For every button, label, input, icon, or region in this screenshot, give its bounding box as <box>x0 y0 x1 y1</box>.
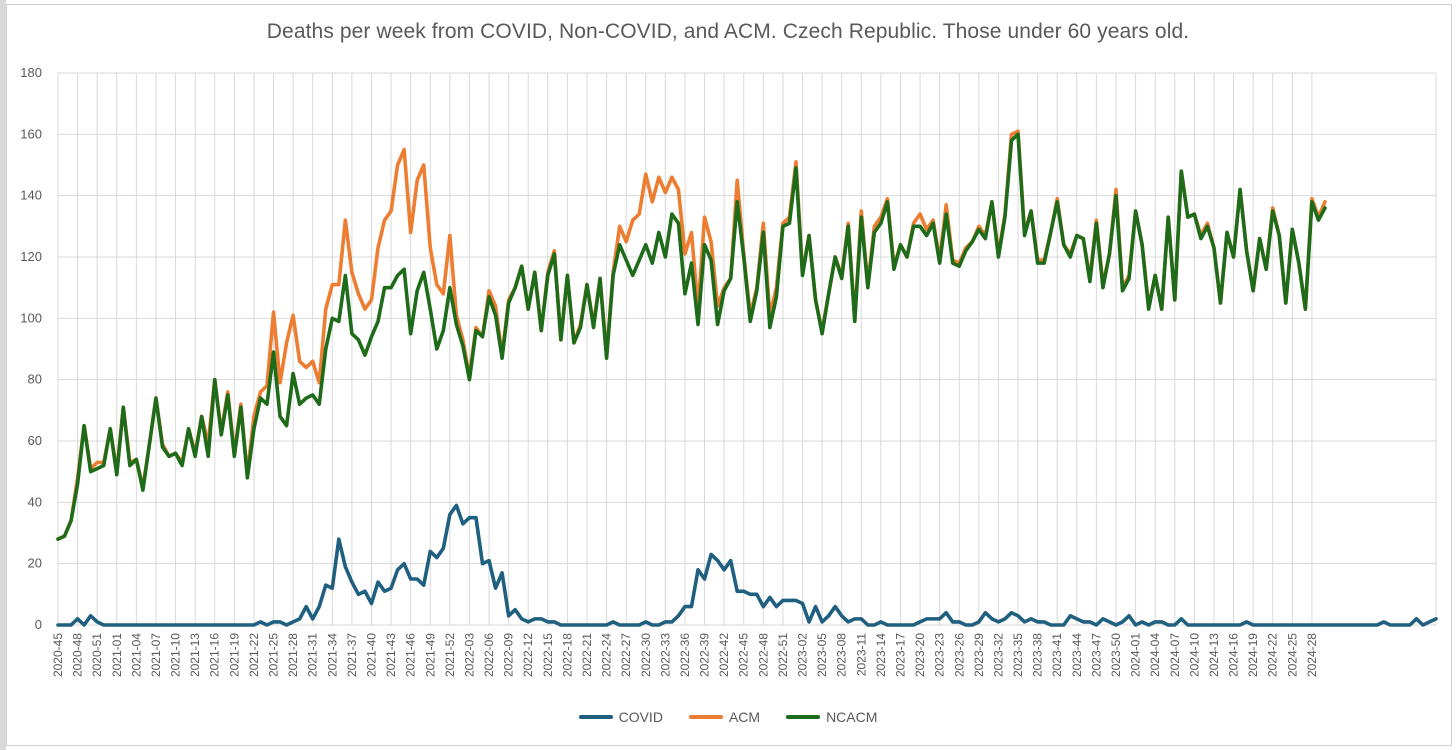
x-tick-label: 2024-19 <box>1246 633 1260 677</box>
x-tick-label: 2022-36 <box>678 633 692 677</box>
x-tick-label: 2023-11 <box>854 633 868 676</box>
x-tick-label: 2023-35 <box>1011 633 1025 677</box>
x-tick-label: 2023-50 <box>1109 633 1123 677</box>
legend-swatch-covid <box>578 715 613 719</box>
x-tick-label: 2021-34 <box>325 633 339 677</box>
y-tick-label: 100 <box>20 310 42 325</box>
x-tick-label: 2023-38 <box>1031 633 1045 677</box>
legend-swatch-ncacm <box>786 715 821 719</box>
legend-label-ncacm: NCACM <box>826 709 878 725</box>
legend-item-covid: COVID <box>578 709 663 725</box>
x-tick-label: 2022-45 <box>737 633 751 677</box>
x-tick-label: 2024-16 <box>1227 633 1241 677</box>
x-tick-label: 2024-04 <box>1148 633 1162 677</box>
x-tick-label: 2023-23 <box>933 633 947 677</box>
x-tick-label: 2022-30 <box>639 633 653 677</box>
x-tick-label: 2024-01 <box>1129 633 1143 677</box>
x-tick-label: 2021-31 <box>306 633 320 677</box>
x-tick-label: 2021-19 <box>227 633 241 677</box>
y-axis-tick-labels: 0 20 40 60 80 100 120 140 160 180 <box>20 65 42 632</box>
x-tick-label: 2023-02 <box>796 633 810 677</box>
x-tick-label: 2022-18 <box>560 633 574 677</box>
legend-item-ncacm: NCACM <box>786 709 877 725</box>
series-lines <box>56 129 1438 627</box>
x-tick-label: 2021-16 <box>208 633 222 677</box>
x-tick-label: 2021-04 <box>129 633 143 677</box>
y-tick-label: 180 <box>20 65 42 80</box>
x-tick-label: 2024-22 <box>1266 633 1280 677</box>
x-tick-label: 2021-52 <box>443 633 457 677</box>
x-tick-label: 2022-15 <box>541 633 555 677</box>
x-axis-tick-labels: 2020-45 2020-48 2020-51 2021-01 2021-04 2021-… <box>51 633 1319 677</box>
y-tick-label: 120 <box>20 249 42 264</box>
x-tick-label: 2023-44 <box>1070 633 1084 677</box>
x-tick-label: 2021-22 <box>247 633 261 677</box>
horizontal-gridlines <box>58 72 1436 626</box>
x-tick-label: 2021-46 <box>404 633 418 677</box>
x-tick-label: 2022-21 <box>580 633 594 677</box>
series-line-ncacm <box>56 132 1327 541</box>
chart-title: Deaths per week from COVID, Non-COVID, a… <box>266 20 1190 43</box>
y-tick-label: 140 <box>20 188 42 203</box>
x-tick-label: 2022-24 <box>600 633 614 677</box>
x-tick-label: 2023-29 <box>972 633 986 677</box>
x-tick-label: 2022-12 <box>521 633 535 677</box>
legend-label-acm: ACM <box>728 709 761 725</box>
y-tick-label: 80 <box>28 372 42 387</box>
x-tick-label: 2022-33 <box>658 633 672 677</box>
x-tick-label: 2021-01 <box>110 633 124 677</box>
x-tick-label: 2023-14 <box>874 633 888 677</box>
x-tick-label: 2023-26 <box>952 633 966 677</box>
x-tick-label: 2024-10 <box>1187 633 1201 677</box>
x-tick-label: 2021-07 <box>149 633 163 677</box>
legend-label-covid: COVID <box>618 709 663 725</box>
chart-area[interactable] <box>6 4 1452 746</box>
x-tick-label: 2020-51 <box>90 633 104 677</box>
x-tick-label: 2023-08 <box>835 633 849 677</box>
x-tick-label: 2020-45 <box>51 633 65 677</box>
x-tick-label: 2023-47 <box>1089 633 1103 677</box>
x-tick-label: 2022-09 <box>502 633 516 677</box>
x-tick-label: 2021-10 <box>169 633 183 677</box>
x-tick-label: 2021-43 <box>384 633 398 677</box>
legend-swatch-acm <box>688 715 723 719</box>
x-tick-label: 2022-06 <box>482 633 496 677</box>
y-tick-label: 20 <box>28 556 42 571</box>
x-tick-label: 2023-05 <box>815 633 829 677</box>
x-tick-label: 2021-49 <box>423 633 437 677</box>
x-tick-label: 2023-41 <box>1050 633 1064 677</box>
x-tick-label: 2024-13 <box>1207 633 1221 677</box>
x-tick-label: 2020-48 <box>71 633 85 677</box>
x-tick-label: 2022-42 <box>717 633 731 677</box>
x-tick-label: 2021-28 <box>286 633 300 677</box>
x-tick-label: 2024-25 <box>1285 633 1299 677</box>
legend: COVID ACM NCACM <box>0 709 1456 725</box>
y-tick-label: 0 <box>35 617 42 632</box>
x-tick-label: 2024-28 <box>1305 633 1319 677</box>
x-tick-label: 2023-17 <box>893 633 907 677</box>
x-tick-label: 2022-27 <box>619 633 633 677</box>
y-tick-label: 160 <box>20 126 42 141</box>
x-tick-label: 2022-39 <box>698 633 712 677</box>
y-tick-label: 60 <box>28 433 42 448</box>
x-tick-label: 2023-20 <box>913 633 927 677</box>
x-tick-label: 2021-25 <box>267 633 281 677</box>
series-line-covid <box>56 503 1438 627</box>
x-tick-label: 2021-40 <box>364 633 378 677</box>
vertical-gridlines <box>57 73 1437 625</box>
x-tick-label: 2021-37 <box>345 633 359 677</box>
legend-item-acm: ACM <box>688 709 761 725</box>
x-tick-label: 2023-32 <box>991 633 1005 677</box>
x-tick-label: 2024-07 <box>1168 633 1182 677</box>
y-tick-label: 40 <box>28 494 42 509</box>
x-tick-label: 2022-03 <box>462 633 476 677</box>
x-tick-label: 2021-13 <box>188 633 202 677</box>
x-tick-label: 2022-48 <box>756 633 770 677</box>
x-tick-label: 2022-51 <box>776 633 790 677</box>
